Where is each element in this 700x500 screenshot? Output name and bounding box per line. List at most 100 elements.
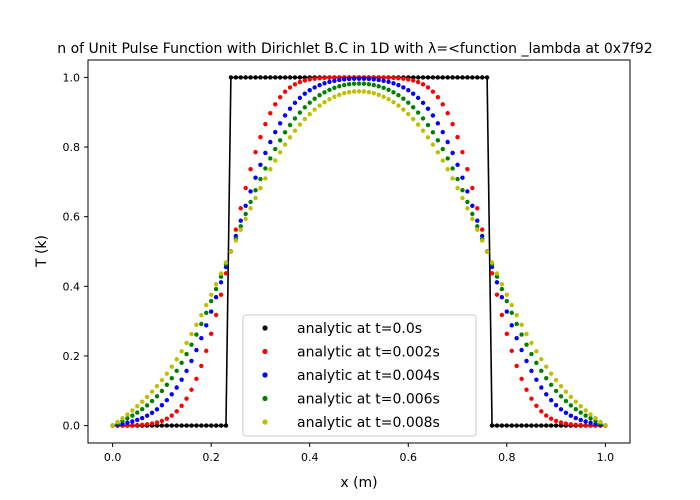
data-point — [179, 360, 184, 365]
legend-label: analytic at t=0.006s — [297, 392, 440, 408]
data-point — [248, 206, 253, 211]
data-point — [465, 189, 470, 194]
data-point — [149, 421, 155, 426]
data-point — [120, 416, 125, 421]
data-point — [189, 387, 194, 392]
data-point — [218, 271, 224, 276]
data-point — [470, 211, 475, 217]
data-point — [179, 403, 184, 408]
data-point — [396, 103, 401, 108]
data-point — [213, 282, 219, 287]
data-point — [312, 96, 317, 101]
data-point — [297, 122, 303, 127]
x-axis-label: x (m) — [340, 475, 377, 491]
data-point — [386, 97, 391, 102]
data-point — [164, 397, 170, 403]
data-point — [287, 75, 293, 80]
data-point — [317, 103, 322, 108]
data-point — [268, 167, 273, 172]
data-point — [263, 150, 268, 156]
data-point — [376, 84, 381, 89]
legend-label: analytic at t=0.008s — [297, 415, 440, 431]
data-point — [292, 128, 298, 133]
data-point — [263, 176, 268, 181]
data-point — [238, 227, 243, 232]
data-point — [470, 203, 475, 208]
data-point — [401, 85, 406, 90]
data-point — [199, 363, 204, 369]
data-point — [199, 312, 204, 318]
data-point — [218, 274, 224, 279]
data-point — [238, 218, 243, 223]
data-point — [273, 158, 278, 163]
data-point — [450, 166, 455, 171]
data-point — [519, 332, 524, 337]
data-point — [233, 227, 239, 232]
data-point — [204, 302, 209, 308]
data-point — [317, 93, 322, 98]
data-point — [509, 323, 514, 328]
data-point — [248, 166, 253, 172]
data-point — [302, 75, 307, 80]
data-point — [514, 335, 519, 341]
data-point — [154, 420, 160, 425]
data-point — [297, 110, 303, 115]
data-point — [228, 75, 234, 80]
data-point — [460, 149, 465, 155]
data-point — [327, 87, 332, 93]
data-point — [445, 75, 450, 80]
data-point — [420, 75, 426, 80]
data-point — [258, 176, 263, 182]
data-point — [125, 420, 130, 425]
data-point — [144, 413, 150, 418]
data-point — [174, 409, 179, 414]
data-point — [243, 203, 248, 208]
y-tick-label: 0.8 — [63, 141, 81, 154]
legend-label: analytic at t=0.0s — [297, 321, 422, 337]
data-point — [322, 81, 327, 86]
data-point — [435, 121, 441, 126]
data-point — [553, 418, 559, 424]
data-point — [287, 106, 293, 111]
data-point — [489, 260, 495, 265]
data-point — [603, 423, 608, 428]
data-point — [450, 75, 455, 80]
data-point — [189, 358, 194, 364]
data-point — [534, 360, 539, 365]
data-point — [494, 292, 500, 297]
data-point — [189, 331, 194, 337]
data-point — [204, 323, 209, 328]
data-point — [199, 321, 204, 327]
data-point — [489, 271, 495, 276]
data-point — [361, 81, 367, 86]
data-point — [534, 403, 539, 408]
data-point — [499, 295, 505, 300]
data-point — [470, 185, 475, 191]
data-point — [553, 388, 559, 394]
data-point — [204, 348, 209, 354]
data-point — [208, 309, 214, 314]
data-point — [445, 156, 450, 161]
data-point — [169, 423, 174, 428]
data-point — [223, 423, 229, 428]
data-point — [337, 92, 342, 97]
data-point — [558, 423, 564, 428]
data-point — [218, 280, 224, 285]
data-point — [208, 298, 214, 304]
data-point — [371, 91, 376, 96]
x-tick-label: 0.8 — [498, 451, 516, 464]
axes: 0.0 0.2 0.4 0.6 0.8 1.0 0.0 0.2 0.4 0.6 0.8 1.0 — [63, 71, 615, 464]
data-point — [425, 85, 431, 90]
data-point — [465, 206, 470, 211]
data-point — [366, 89, 372, 95]
data-point — [184, 340, 189, 346]
data-point — [184, 351, 189, 357]
data-point — [435, 138, 441, 143]
data-point — [277, 138, 283, 143]
data-point — [223, 271, 229, 276]
data-point — [504, 298, 510, 304]
data-point — [411, 105, 416, 110]
data-point — [509, 310, 514, 315]
data-point — [440, 102, 445, 107]
data-point — [174, 357, 179, 362]
